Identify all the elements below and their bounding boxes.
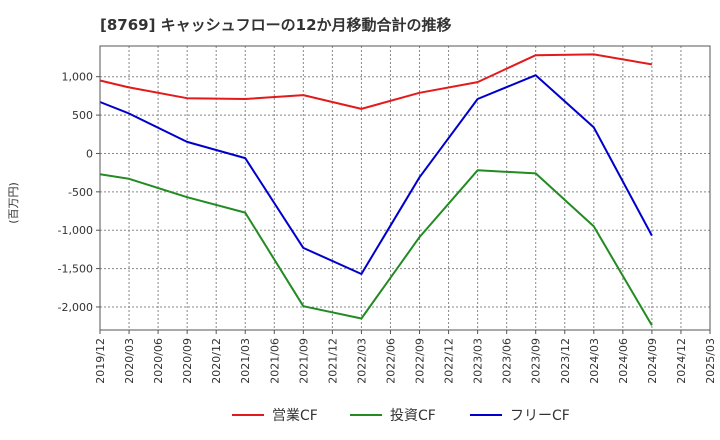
y-tick-label: 500: [72, 109, 93, 122]
x-tick-label: 2020/03: [123, 338, 136, 384]
series-line-投資CF: [99, 169, 653, 326]
x-tick-label: 2022/06: [384, 338, 397, 384]
x-tick-label: 2024/12: [675, 338, 688, 384]
y-tick-label: -500: [68, 186, 93, 199]
x-tick-label: 2021/09: [297, 338, 310, 384]
x-tick-label: 2022/03: [355, 338, 368, 384]
legend: 営業CF 投資CF フリーCF: [232, 408, 570, 424]
grid: [100, 46, 710, 330]
x-tick-label: 2024/06: [617, 338, 630, 384]
y-ticks: 1,000 500 0 -500 -1,000 -1,500 -2,000: [58, 71, 100, 314]
x-tick-label: 2024/09: [646, 338, 659, 384]
legend-label: フリーCF: [510, 408, 570, 424]
x-tick-label: 2021/06: [268, 338, 281, 384]
x-tick-label: 2020/12: [210, 338, 223, 384]
x-tick-label: 2023/06: [501, 338, 514, 384]
x-tick-label: 2020/09: [181, 338, 194, 384]
y-tick-label: -1,000: [58, 224, 93, 237]
series-line-営業CF: [99, 53, 653, 110]
legend-label: 営業CF: [272, 408, 318, 424]
chart-title: [8769] キャッシュフローの12か月移動合計の推移: [100, 16, 452, 34]
y-tick-label: -2,000: [58, 301, 93, 314]
x-tick-label: 2023/09: [530, 338, 543, 384]
x-tick-label: 2024/03: [588, 338, 601, 384]
x-tick-label: 2022/12: [443, 338, 456, 384]
x-tick-label: 2020/06: [152, 338, 165, 384]
x-tick-label: 2022/09: [414, 338, 427, 384]
y-tick-label: 1,000: [62, 71, 94, 84]
y-tick-label: -1,500: [58, 263, 93, 276]
series-line-フリーCF: [99, 74, 653, 275]
x-tick-label: 2023/12: [559, 338, 572, 384]
y-axis-label: (百万円): [7, 182, 20, 224]
x-tick-label: 2025/03: [704, 338, 717, 384]
series-lines: [99, 53, 653, 326]
x-ticks: 2019/12 2020/03 2020/06 2020/09 2020/12 2021/…: [94, 330, 717, 384]
x-tick-label: 2023/03: [472, 338, 485, 384]
x-tick-label: 2021/03: [239, 338, 252, 384]
x-tick-label: 2021/12: [326, 338, 339, 384]
legend-label: 投資CF: [390, 408, 436, 424]
x-tick-label: 2019/12: [94, 338, 107, 384]
plot-frame: [99, 45, 711, 331]
y-tick-label: 0: [86, 147, 93, 160]
